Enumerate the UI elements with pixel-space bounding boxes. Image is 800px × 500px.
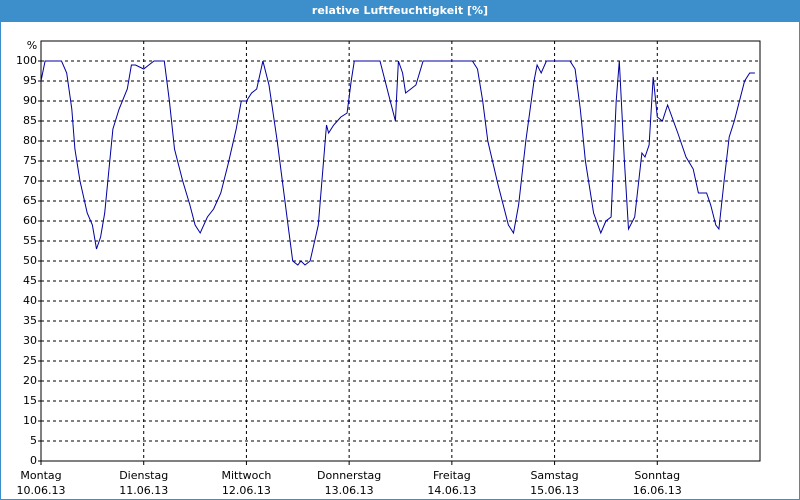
y-tick-label: 50 xyxy=(23,254,37,267)
y-tick-label: 10 xyxy=(23,414,37,427)
x-tick-date: 14.06.13 xyxy=(427,484,476,497)
y-tick-label: 80 xyxy=(23,134,37,147)
x-tick-label: Dienstag xyxy=(119,469,168,482)
x-tick-label: Montag xyxy=(20,469,61,482)
x-tick-date: 16.06.13 xyxy=(633,484,682,497)
y-tick-label: 95 xyxy=(23,74,37,87)
y-tick-label: 0 xyxy=(30,454,37,467)
data-line xyxy=(40,60,755,266)
y-tick-label: 100 xyxy=(16,54,37,67)
y-tick-label: 60 xyxy=(23,214,37,227)
x-tick-label: Donnerstag xyxy=(317,469,381,482)
y-tick-label: 30 xyxy=(23,334,37,347)
y-tick-label: 35 xyxy=(23,314,37,327)
x-tick-label: Mittwoch xyxy=(221,469,271,482)
chart-title: relative Luftfeuchtigkeit [%] xyxy=(312,4,488,17)
y-tick-label: 45 xyxy=(23,274,37,287)
y-tick-label: 65 xyxy=(23,194,37,207)
y-tick-label: 85 xyxy=(23,114,37,127)
y-tick-label: 70 xyxy=(23,174,37,187)
y-tick-label: 75 xyxy=(23,154,37,167)
y-tick-label: 20 xyxy=(23,374,37,387)
x-tick-label: Freitag xyxy=(433,469,471,482)
x-tick-date: 11.06.13 xyxy=(119,484,168,497)
y-tick-label: 55 xyxy=(23,234,37,247)
y-tick-label: 5 xyxy=(30,434,37,447)
y-tick-label: 90 xyxy=(23,94,37,107)
y-axis-label: % xyxy=(27,39,37,52)
x-tick-label: Samstag xyxy=(530,469,578,482)
x-tick-label: Sonntag xyxy=(634,469,680,482)
y-tick-label: 25 xyxy=(23,354,37,367)
x-tick-date: 15.06.13 xyxy=(530,484,579,497)
title-bar xyxy=(0,0,800,21)
x-tick-date: 12.06.13 xyxy=(222,484,271,497)
x-tick-date: 10.06.13 xyxy=(17,484,66,497)
y-tick-label: 15 xyxy=(23,394,37,407)
plot-frame xyxy=(40,40,761,462)
x-tick-date: 13.06.13 xyxy=(325,484,374,497)
y-tick-label: 40 xyxy=(23,294,37,307)
